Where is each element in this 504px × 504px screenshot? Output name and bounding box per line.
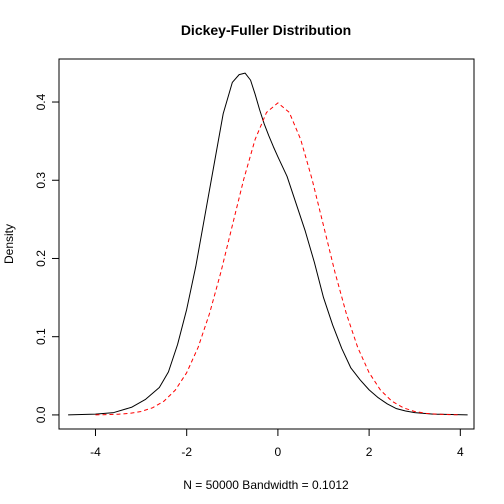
- chart-title: Dickey-Fuller Distribution: [181, 22, 351, 38]
- y-tick-label: 0.1: [34, 328, 48, 345]
- series-layer: [68, 72, 468, 416]
- x-axis-label: N = 50000 Bandwidth = 0.1012: [183, 478, 349, 492]
- y-axis-label: Density: [2, 224, 16, 264]
- plot-frame: [58, 58, 475, 430]
- x-tick-label: 2: [366, 445, 373, 459]
- x-tick-label: 0: [275, 445, 282, 459]
- y-tick-label: 0.2: [34, 250, 48, 267]
- series-line-df-density: [68, 72, 468, 416]
- x-tick-label: 4: [457, 445, 464, 459]
- x-tick-label: -4: [90, 445, 101, 459]
- x-axis: -4 -2 0 2 4: [90, 428, 464, 459]
- y-tick-label: 0.0: [34, 406, 48, 423]
- y-axis: 0.0 0.1 0.2 0.3 0.4: [34, 93, 60, 423]
- y-tick-label: 0.4: [34, 93, 48, 110]
- x-tick-label: -2: [181, 445, 192, 459]
- series-line-normal-reference: [95, 102, 461, 416]
- y-tick-label: 0.3: [34, 172, 48, 189]
